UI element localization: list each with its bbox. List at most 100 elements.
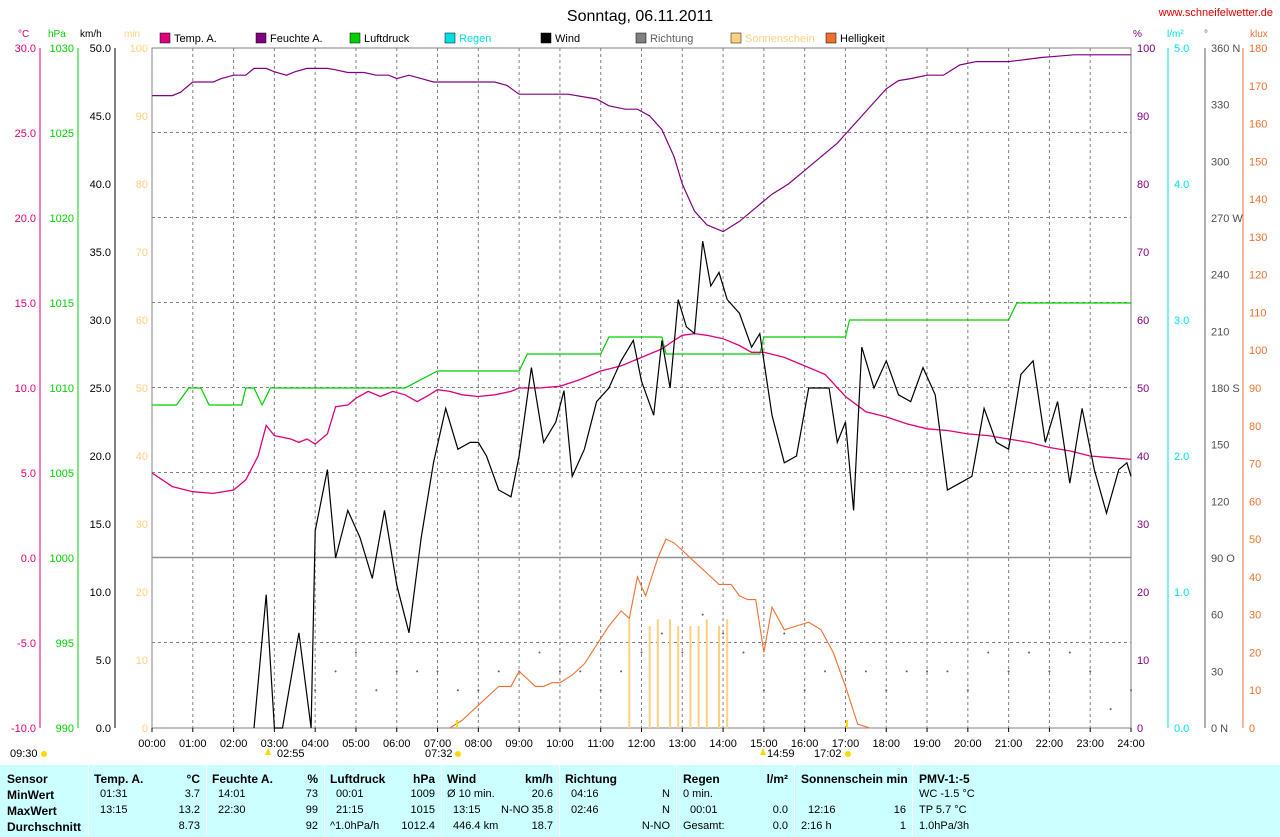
temp-min-value: 3.7 (184, 788, 200, 800)
time-label: 13:00 (669, 738, 697, 750)
hum-avg-value: 92 (305, 820, 318, 832)
tick-humidity: 70 (1137, 247, 1149, 259)
direction-point (395, 670, 398, 673)
tick-brightness: 130 (1249, 232, 1267, 244)
stats-unit-temp: °C (186, 772, 200, 786)
tick-direction: 90 O (1211, 553, 1235, 565)
tick-temp: 0.0 (21, 553, 36, 565)
tick-brightness: 10 (1249, 685, 1261, 697)
axis-unit-sunshine: min (124, 29, 140, 40)
moon-icon (265, 748, 271, 755)
direction-point (1130, 689, 1132, 692)
rain-max-value: 0.0 (772, 804, 788, 816)
time-axis: 00:00 01:00 02:00 03:00 04:00 05:00 06:00 07:00… (138, 728, 1145, 750)
tick-wind: 5.0 (96, 655, 111, 667)
stats-col-pressure: Luftdruck hPa 00:01 1009 21:15 1015 ^1.0… (324, 765, 442, 837)
press-avg-value: 1012.4 (401, 820, 435, 832)
tick-temp: -5.0 (17, 638, 36, 650)
direction-point (375, 689, 378, 692)
tick-sunshine: 100 (130, 43, 148, 55)
tick-humidity: 50 (1137, 383, 1149, 395)
direction-point (885, 689, 888, 692)
sun-avg-value: 1 (899, 820, 906, 832)
stats-col-sunshine: Sonnenschein min 12:16 16 2:16 h 1 (794, 765, 913, 837)
direction-point (824, 670, 827, 673)
sun-moon-marks: 09:30 02:55 07:32 14:59 17:02 (10, 720, 851, 760)
direction-point (314, 689, 317, 692)
tick-brightness: 140 (1249, 194, 1267, 206)
time-label: 15:00 (750, 738, 778, 750)
chart-series (151, 54, 1132, 729)
stats-header-sensor: Sensor (7, 772, 48, 786)
direction-point (783, 632, 786, 635)
stats-unit-rain: l/m² (766, 772, 788, 786)
direction-point (742, 651, 745, 654)
tick-pressure: 1030 (50, 43, 74, 55)
time-label: 07:00 (424, 738, 452, 750)
time-label: 22:00 (1036, 738, 1064, 750)
tick-direction: 60 (1211, 610, 1223, 622)
tick-brightness: 20 (1249, 647, 1261, 659)
direction-point (620, 670, 623, 673)
pmv-dewpoint: TP 5.7 °C (919, 804, 967, 816)
time-label: 24:00 (1117, 738, 1145, 750)
tick-pressure: 1010 (50, 383, 74, 395)
direction-point (864, 670, 867, 673)
tick-rain: 2.0 (1174, 451, 1189, 463)
wind-max-value: 35.8 (531, 804, 553, 816)
stats-col-pmv: PMV-1:-5 WC -1.5 °C TP 5.7 °C 1.0hPa/3h (912, 765, 1280, 837)
hum-min-time: 14:01 (218, 788, 246, 800)
tick-wind: 45.0 (90, 111, 111, 123)
dir-max-time: 02:46 (571, 804, 599, 816)
direction-point (844, 670, 847, 673)
legend-label: Wind (555, 33, 580, 45)
tick-brightness: 170 (1249, 81, 1267, 93)
legend-swatch (730, 32, 742, 44)
tick-direction: 120 (1211, 496, 1229, 508)
tick-pressure: 995 (56, 638, 74, 650)
time-label: 01:00 (179, 738, 207, 750)
rain-total-value: 0.0 (772, 820, 788, 832)
tick-sunshine: 70 (136, 247, 148, 259)
time-label: 14:00 (709, 738, 737, 750)
tick-direction: 150 (1211, 440, 1229, 452)
direction-point (640, 651, 643, 654)
press-max-value: 1015 (410, 804, 435, 816)
direction-point (579, 670, 582, 673)
time-label: 06:00 (383, 738, 411, 750)
legend-label: Feuchte A. (270, 33, 323, 45)
sun-max-value: 16 (893, 804, 906, 816)
tick-direction: 360 N (1211, 43, 1240, 55)
tick-sunshine: 90 (136, 111, 148, 123)
tick-brightness: 50 (1249, 534, 1261, 546)
tick-direction: 210 (1211, 326, 1229, 338)
wind-max-time: 13:15 (453, 804, 481, 816)
direction-point (1109, 708, 1112, 711)
tick-wind: 15.0 (90, 519, 111, 531)
tick-sunshine: 30 (136, 519, 148, 531)
tick-brightness: 150 (1249, 156, 1267, 168)
time-label: 02:00 (220, 738, 248, 750)
tick-wind: 10.0 (90, 587, 111, 599)
tick-humidity: 60 (1137, 315, 1149, 327)
wind-line (253, 240, 1132, 729)
press-trend: ^1.0hPa/h (330, 820, 380, 832)
temperature-line (151, 332, 1132, 495)
tick-brightness: 160 (1249, 119, 1267, 131)
wind-avg-value: 18.7 (531, 820, 553, 832)
stats-col-wind: Wind km/h Ø 10 min. 20.6 13:15 N-NO 35.8… (441, 765, 560, 837)
tick-wind: 25.0 (90, 383, 111, 395)
dir-max-value: N (662, 804, 670, 816)
statistics-panel: Sensor MinWert MaxWert Durchschnitt Temp… (0, 765, 1280, 837)
chart-legend: Temp. A. Feuchte A. Luftdruck Regen Wind Rich… (159, 32, 885, 45)
direction-point (987, 651, 990, 654)
time-label: 11:00 (587, 738, 614, 750)
tick-brightness: 40 (1249, 572, 1261, 584)
tick-sunshine: 80 (136, 179, 148, 191)
legend-label: Regen (459, 33, 491, 45)
hum-min-value: 73 (305, 788, 318, 800)
sunrise-label: 07:32 (425, 748, 453, 760)
tick-pressure: 1025 (50, 128, 74, 140)
stats-col-humidity: Feuchte A. % 14:01 73 22:30 99 92 (206, 765, 325, 837)
direction-point (803, 689, 806, 692)
